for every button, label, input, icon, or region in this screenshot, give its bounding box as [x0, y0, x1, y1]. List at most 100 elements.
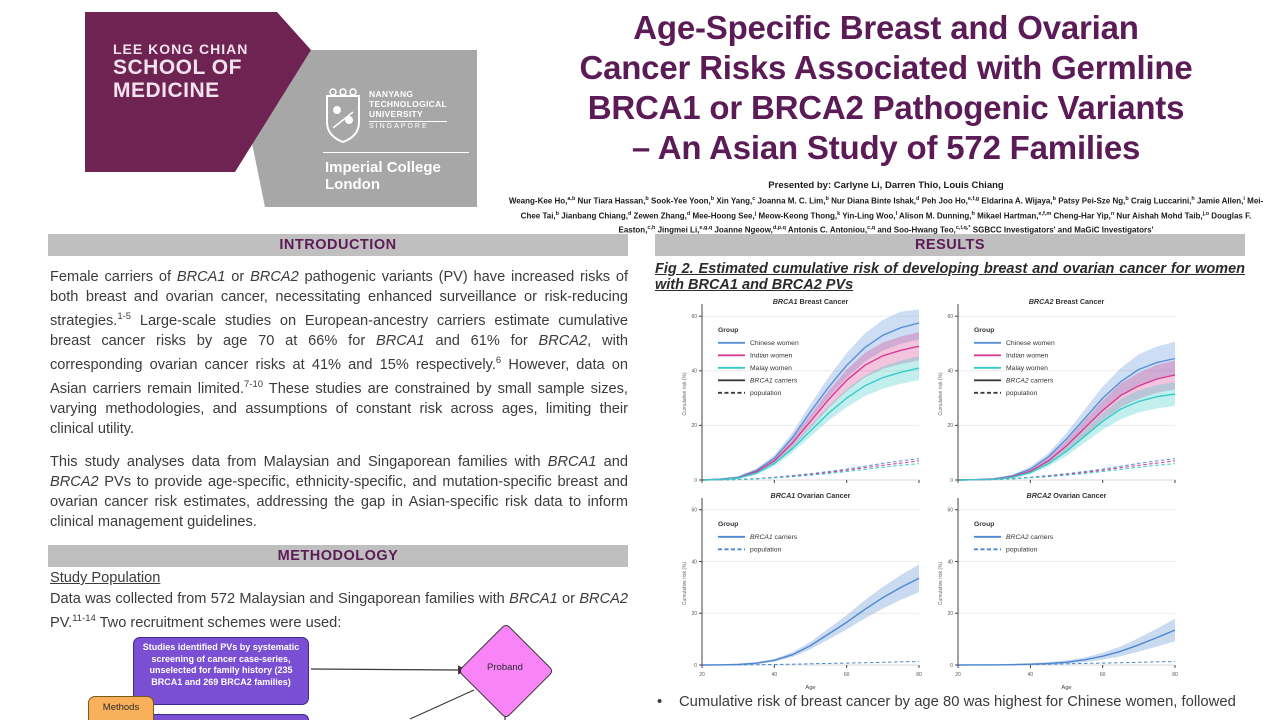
methodology-header: METHODOLOGY — [48, 545, 628, 567]
logo-shapes-icon — [85, 12, 477, 207]
svg-text:Group: Group — [974, 327, 994, 334]
chart-brca2-ovarian-cancer: 0 20 40 60 20 40 60 80 BRCA2 Ovarian Cancer Cumul… — [936, 488, 1182, 692]
title-line-1: Age-Specific Breast and Ovarian — [633, 9, 1139, 46]
title-line-4: – An Asian Study of 572 Families — [631, 129, 1141, 166]
ntu-line: NANYANG — [369, 89, 414, 99]
flowchart-screening-box: Studies identified PVs by systematic scr… — [133, 637, 309, 705]
svg-text:Cumulative risk (%): Cumulative risk (%) — [938, 561, 944, 605]
svg-text:Malay women: Malay women — [750, 365, 792, 372]
svg-text:Cumulative risk (%): Cumulative risk (%) — [938, 372, 944, 416]
chart-brca1-ovarian-cancer: 0 20 40 60 20 40 60 80 BRCA1 Ovarian Cancer Cumul… — [680, 488, 926, 692]
svg-text:Group: Group — [974, 521, 994, 528]
svg-text:Malay women: Malay women — [1006, 365, 1048, 372]
institution-logo: LEE KONG CHIAN SCHOOL OF MEDICINE NANYAN… — [85, 10, 477, 220]
ntu-country: SINGAPORE — [369, 121, 448, 131]
introduction-header: INTRODUCTION — [48, 234, 628, 256]
imperial-college-logo: Imperial College London — [325, 159, 441, 194]
svg-text:20: 20 — [691, 423, 697, 429]
title-line-2: Cancer Risks Associated with Germline — [579, 49, 1193, 86]
svg-text:Chinese women: Chinese women — [750, 340, 799, 347]
svg-text:Cumulative risk (%): Cumulative risk (%) — [682, 372, 688, 416]
poster-title: Age-Specific Breast and Ovarian Cancer R… — [500, 8, 1272, 168]
svg-text:20: 20 — [955, 672, 961, 678]
svg-text:0: 0 — [950, 663, 953, 669]
methodology-heading-label: METHODOLOGY — [277, 548, 399, 564]
logo-divider — [323, 152, 469, 153]
results-bullet-text: Cumulative risk of breast cancer by age … — [679, 694, 1236, 710]
recruitment-flowchart: Studies identified PVs by systematic scr… — [48, 622, 640, 720]
results-header: RESULTS — [655, 234, 1245, 256]
chart-brca2-breast-cancer: 0 20 40 60 BRCA2 Breast Cancer Cumulative ris… — [936, 294, 1182, 488]
svg-text:20: 20 — [691, 611, 697, 617]
svg-text:20: 20 — [947, 423, 953, 429]
svg-text:80: 80 — [1172, 672, 1178, 678]
svg-text:20: 20 — [699, 672, 705, 678]
figure-2-caption-text: Fig 2. Estimated cumulative risk of deve… — [655, 261, 1245, 293]
introduction-paragraph-2: This study analyses data from Malaysian … — [50, 454, 628, 530]
proband-label: Proband — [487, 662, 523, 673]
imperial-line: London — [325, 175, 380, 193]
svg-text:BRCA1 Ovarian Cancer: BRCA1 Ovarian Cancer — [771, 491, 851, 500]
svg-text:population: population — [1006, 390, 1038, 397]
svg-text:40: 40 — [772, 672, 778, 678]
svg-text:population: population — [750, 390, 782, 397]
presented-by: Presented by: Carlyne Li, Darren Thio, L… — [768, 180, 1004, 191]
title-line-3: BRCA1 or BRCA2 Pathogenic Variants — [587, 89, 1185, 126]
svg-text:Age: Age — [805, 685, 815, 691]
methodology-paragraph: Data was collected from 572 Malaysian an… — [50, 591, 628, 631]
svg-text:Chinese women: Chinese women — [1006, 340, 1055, 347]
ntu-line: UNIVERSITY — [369, 108, 424, 119]
svg-text:60: 60 — [691, 314, 697, 320]
ntu-text: NANYANG TECHNOLOGICAL UNIVERSITY SINGAPO… — [369, 89, 448, 131]
results-bullet: • Cumulative risk of breast cancer by ag… — [657, 694, 1263, 710]
svg-text:BRCA1 carriers: BRCA1 carriers — [750, 378, 798, 385]
svg-text:60: 60 — [947, 314, 953, 320]
svg-text:Cumulative risk (%): Cumulative risk (%) — [682, 561, 688, 605]
svg-text:BRCA2 carriers: BRCA2 carriers — [1006, 378, 1054, 385]
svg-text:40: 40 — [1028, 672, 1034, 678]
figure-2-caption: Fig 2. Estimated cumulative risk of deve… — [655, 261, 1245, 293]
bullet-icon: • — [657, 694, 663, 710]
school-of-medicine-logo: LEE KONG CHIAN SCHOOL OF MEDICINE — [113, 41, 249, 102]
logo-line: SCHOOL OF — [113, 56, 242, 80]
svg-text:40: 40 — [691, 559, 697, 565]
svg-text:BRCA2 Ovarian Cancer: BRCA2 Ovarian Cancer — [1027, 491, 1107, 500]
svg-text:BRCA2 carriers: BRCA2 carriers — [1006, 534, 1054, 541]
svg-text:40: 40 — [947, 559, 953, 565]
ntu-line: TECHNOLOGICAL — [369, 98, 448, 109]
svg-text:population: population — [750, 547, 782, 554]
svg-text:Age: Age — [1061, 685, 1071, 691]
svg-text:BRCA2 Breast Cancer: BRCA2 Breast Cancer — [1029, 297, 1105, 306]
svg-text:0: 0 — [694, 663, 697, 669]
svg-text:Indian women: Indian women — [750, 353, 793, 360]
figure-2-charts: 0 20 40 60 BRCA1 Breast Cancer Cumulative ris… — [680, 294, 1182, 692]
chart-brca1-breast-cancer: 0 20 40 60 BRCA1 Breast Cancer Cumulative ris… — [680, 294, 926, 488]
logo-line: LEE KONG CHIAN — [113, 41, 249, 57]
svg-text:60: 60 — [691, 508, 697, 514]
svg-text:0: 0 — [950, 478, 953, 484]
svg-text:BRCA1 Breast Cancer: BRCA1 Breast Cancer — [773, 297, 849, 306]
introduction-paragraph-1: Female carriers of BRCA1 or BRCA2 pathog… — [50, 269, 628, 437]
study-population-subheading: Study Population — [50, 570, 161, 586]
logo-line: MEDICINE — [113, 78, 220, 102]
imperial-line: Imperial College — [325, 159, 441, 176]
svg-text:population: population — [1006, 547, 1038, 554]
svg-text:20: 20 — [947, 611, 953, 617]
svg-text:60: 60 — [844, 672, 850, 678]
svg-text:Group: Group — [718, 327, 738, 334]
svg-text:Group: Group — [718, 521, 738, 528]
svg-text:60: 60 — [947, 508, 953, 514]
svg-text:80: 80 — [916, 672, 922, 678]
results-heading-label: RESULTS — [914, 237, 986, 253]
flowchart-second-box — [133, 714, 309, 720]
svg-text:BRCA1 carriers: BRCA1 carriers — [750, 534, 798, 541]
svg-text:40: 40 — [947, 369, 953, 375]
svg-text:60: 60 — [1100, 672, 1106, 678]
ntu-shield-icon — [326, 88, 360, 144]
svg-text:0: 0 — [694, 478, 697, 484]
introduction-heading-label: INTRODUCTION — [279, 237, 397, 253]
author-list: Weang-Kee Ho,a,b Nur Tiara Hassan,b Sook… — [508, 196, 1264, 235]
flowchart-methods-box: Methods — [88, 696, 154, 720]
svg-text:40: 40 — [691, 369, 697, 375]
